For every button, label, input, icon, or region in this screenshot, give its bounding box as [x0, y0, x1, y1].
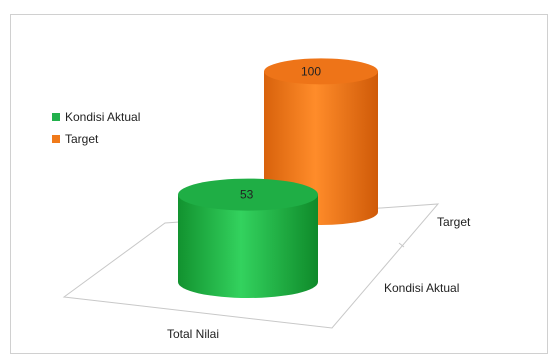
depth-label-kondisi-aktual: Kondisi Aktual: [384, 281, 459, 295]
depth-label-target: Target: [437, 215, 471, 229]
legend-swatch-target: [52, 135, 60, 143]
bar-top: [264, 58, 378, 85]
legend-label-target: Target: [65, 132, 99, 146]
data-label: 53: [240, 188, 254, 202]
depth-tick: [398, 242, 405, 248]
bar-body: [178, 194, 318, 298]
chart-floor: [62, 203, 440, 329]
data-label: 100: [301, 64, 321, 78]
bar-kondisi-aktual: 53: [178, 178, 318, 298]
legend: Kondisi Aktual Target: [52, 106, 140, 150]
legend-item-kondisi-aktual: Kondisi Aktual: [52, 106, 140, 128]
category-label-total-nilai: Total Nilai: [167, 327, 219, 341]
legend-item-target: Target: [52, 128, 140, 150]
legend-swatch-kondisi-aktual: [52, 113, 60, 121]
chart-area: [10, 14, 548, 354]
bar-top: [178, 178, 318, 211]
legend-label-kondisi-aktual: Kondisi Aktual: [65, 110, 141, 124]
